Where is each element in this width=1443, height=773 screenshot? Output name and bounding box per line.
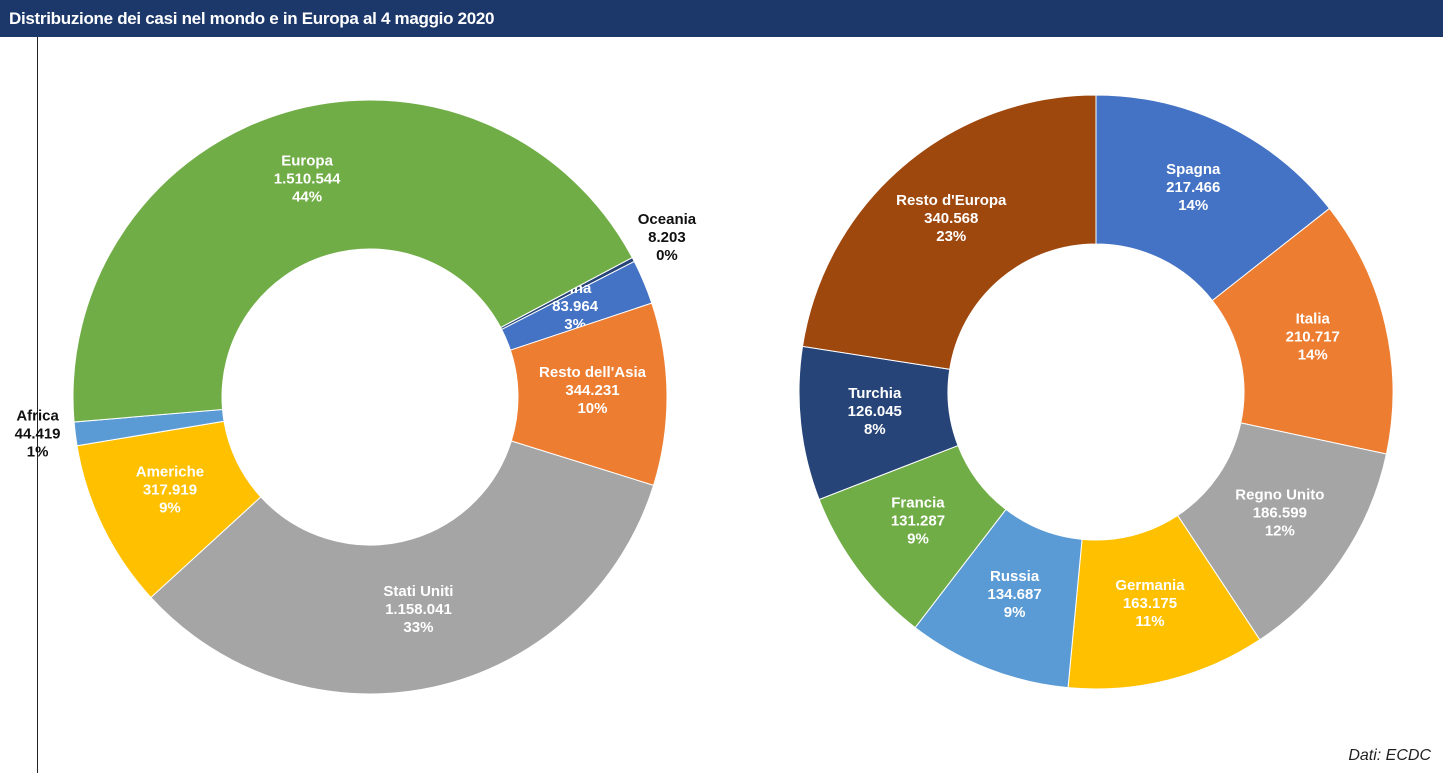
label-percent: 33% — [403, 619, 433, 636]
slice-label: Russia 134.687 9% — [987, 568, 1041, 621]
label-name: Africa — [16, 408, 59, 425]
label-name: Europa — [281, 153, 333, 170]
slice-label: Africa 44.419 1% — [15, 408, 61, 461]
label-percent: 12% — [1265, 522, 1295, 539]
label-value: 126.045 — [848, 403, 902, 420]
donut-slice — [1095, 94, 1331, 302]
label-percent: 14% — [1178, 197, 1208, 214]
slice-label: Spagna 217.466 14% — [1166, 161, 1221, 214]
label-percent: 23% — [936, 228, 966, 245]
label-value: 217.466 — [1166, 179, 1220, 196]
slice-label: Oceania 8.203 0% — [638, 211, 697, 264]
label-name: Francia — [891, 494, 945, 511]
page-title: Distribuzione dei casi nel mondo e in Eu… — [9, 9, 495, 28]
slice-label: Regno Unito 186.599 12% — [1235, 486, 1324, 539]
source-note: Dati: ECDC — [1348, 747, 1431, 764]
label-name: Oceania — [638, 211, 697, 228]
slice-label: Resto dell'Asia 344.231 10% — [539, 364, 647, 417]
label-value: 134.687 — [987, 586, 1041, 603]
label-value: 210.717 — [1286, 329, 1340, 346]
label-name: Stati Uniti — [383, 583, 453, 600]
label-value: 186.599 — [1253, 504, 1307, 521]
label-value: 163.175 — [1123, 595, 1177, 612]
label-name: Resto dell'Asia — [539, 364, 647, 381]
label-name: Germania — [1115, 577, 1185, 594]
header-bar: Distribuzione dei casi nel mondo e in Eu… — [0, 0, 1443, 37]
label-name: Americhe — [136, 463, 204, 480]
label-value: 44.419 — [15, 426, 61, 443]
slice-label: Resto d'Europa 340.568 23% — [896, 192, 1007, 245]
label-percent: 9% — [159, 499, 181, 516]
slice-label: Stati Uniti 1.158.041 33% — [383, 583, 453, 636]
frame-line — [37, 37, 38, 773]
label-percent: 11% — [1135, 613, 1164, 630]
label-percent: 9% — [907, 530, 929, 547]
label-value: 1.158.041 — [385, 601, 452, 618]
label-percent: 44% — [292, 189, 322, 206]
donut-slice — [72, 99, 633, 423]
label-value: 1.510.544 — [274, 171, 341, 188]
label-name: Regno Unito — [1235, 486, 1324, 503]
label-value: 8.203 — [648, 229, 686, 246]
label-value: 344.231 — [565, 382, 619, 399]
slice-label: Turchia 126.045 8% — [848, 385, 902, 438]
slice-label: Americhe 317.919 9% — [136, 463, 204, 516]
donut-slice — [801, 94, 1097, 370]
label-name: Russia — [990, 568, 1040, 585]
label-value: 340.568 — [924, 210, 978, 227]
label-value: 317.919 — [143, 481, 197, 498]
label-percent: 0% — [656, 247, 678, 264]
label-name: Turchia — [848, 385, 902, 402]
label-percent: 9% — [1004, 604, 1026, 621]
slice-label: Francia 131.287 9% — [891, 494, 945, 547]
label-name: Italia — [1296, 311, 1331, 328]
slice-label: Italia 210.717 14% — [1286, 311, 1340, 364]
donut-slice — [150, 440, 655, 695]
label-percent: 10% — [577, 400, 607, 417]
label-name: Resto d'Europa — [896, 192, 1007, 209]
slice-label: Germania 163.175 11% — [1115, 577, 1185, 630]
slice-label: Europa 1.510.544 44% — [274, 153, 341, 206]
label-value: 83.964 — [552, 298, 599, 315]
label-percent: 1% — [27, 444, 49, 461]
label-percent: 8% — [864, 421, 886, 438]
donut-slice — [1067, 514, 1261, 690]
label-value: 131.287 — [891, 512, 945, 529]
donut-slice — [1176, 422, 1388, 641]
label-percent: 14% — [1298, 347, 1328, 364]
label-name: Spagna — [1166, 161, 1221, 178]
donut-slice — [1211, 207, 1394, 455]
